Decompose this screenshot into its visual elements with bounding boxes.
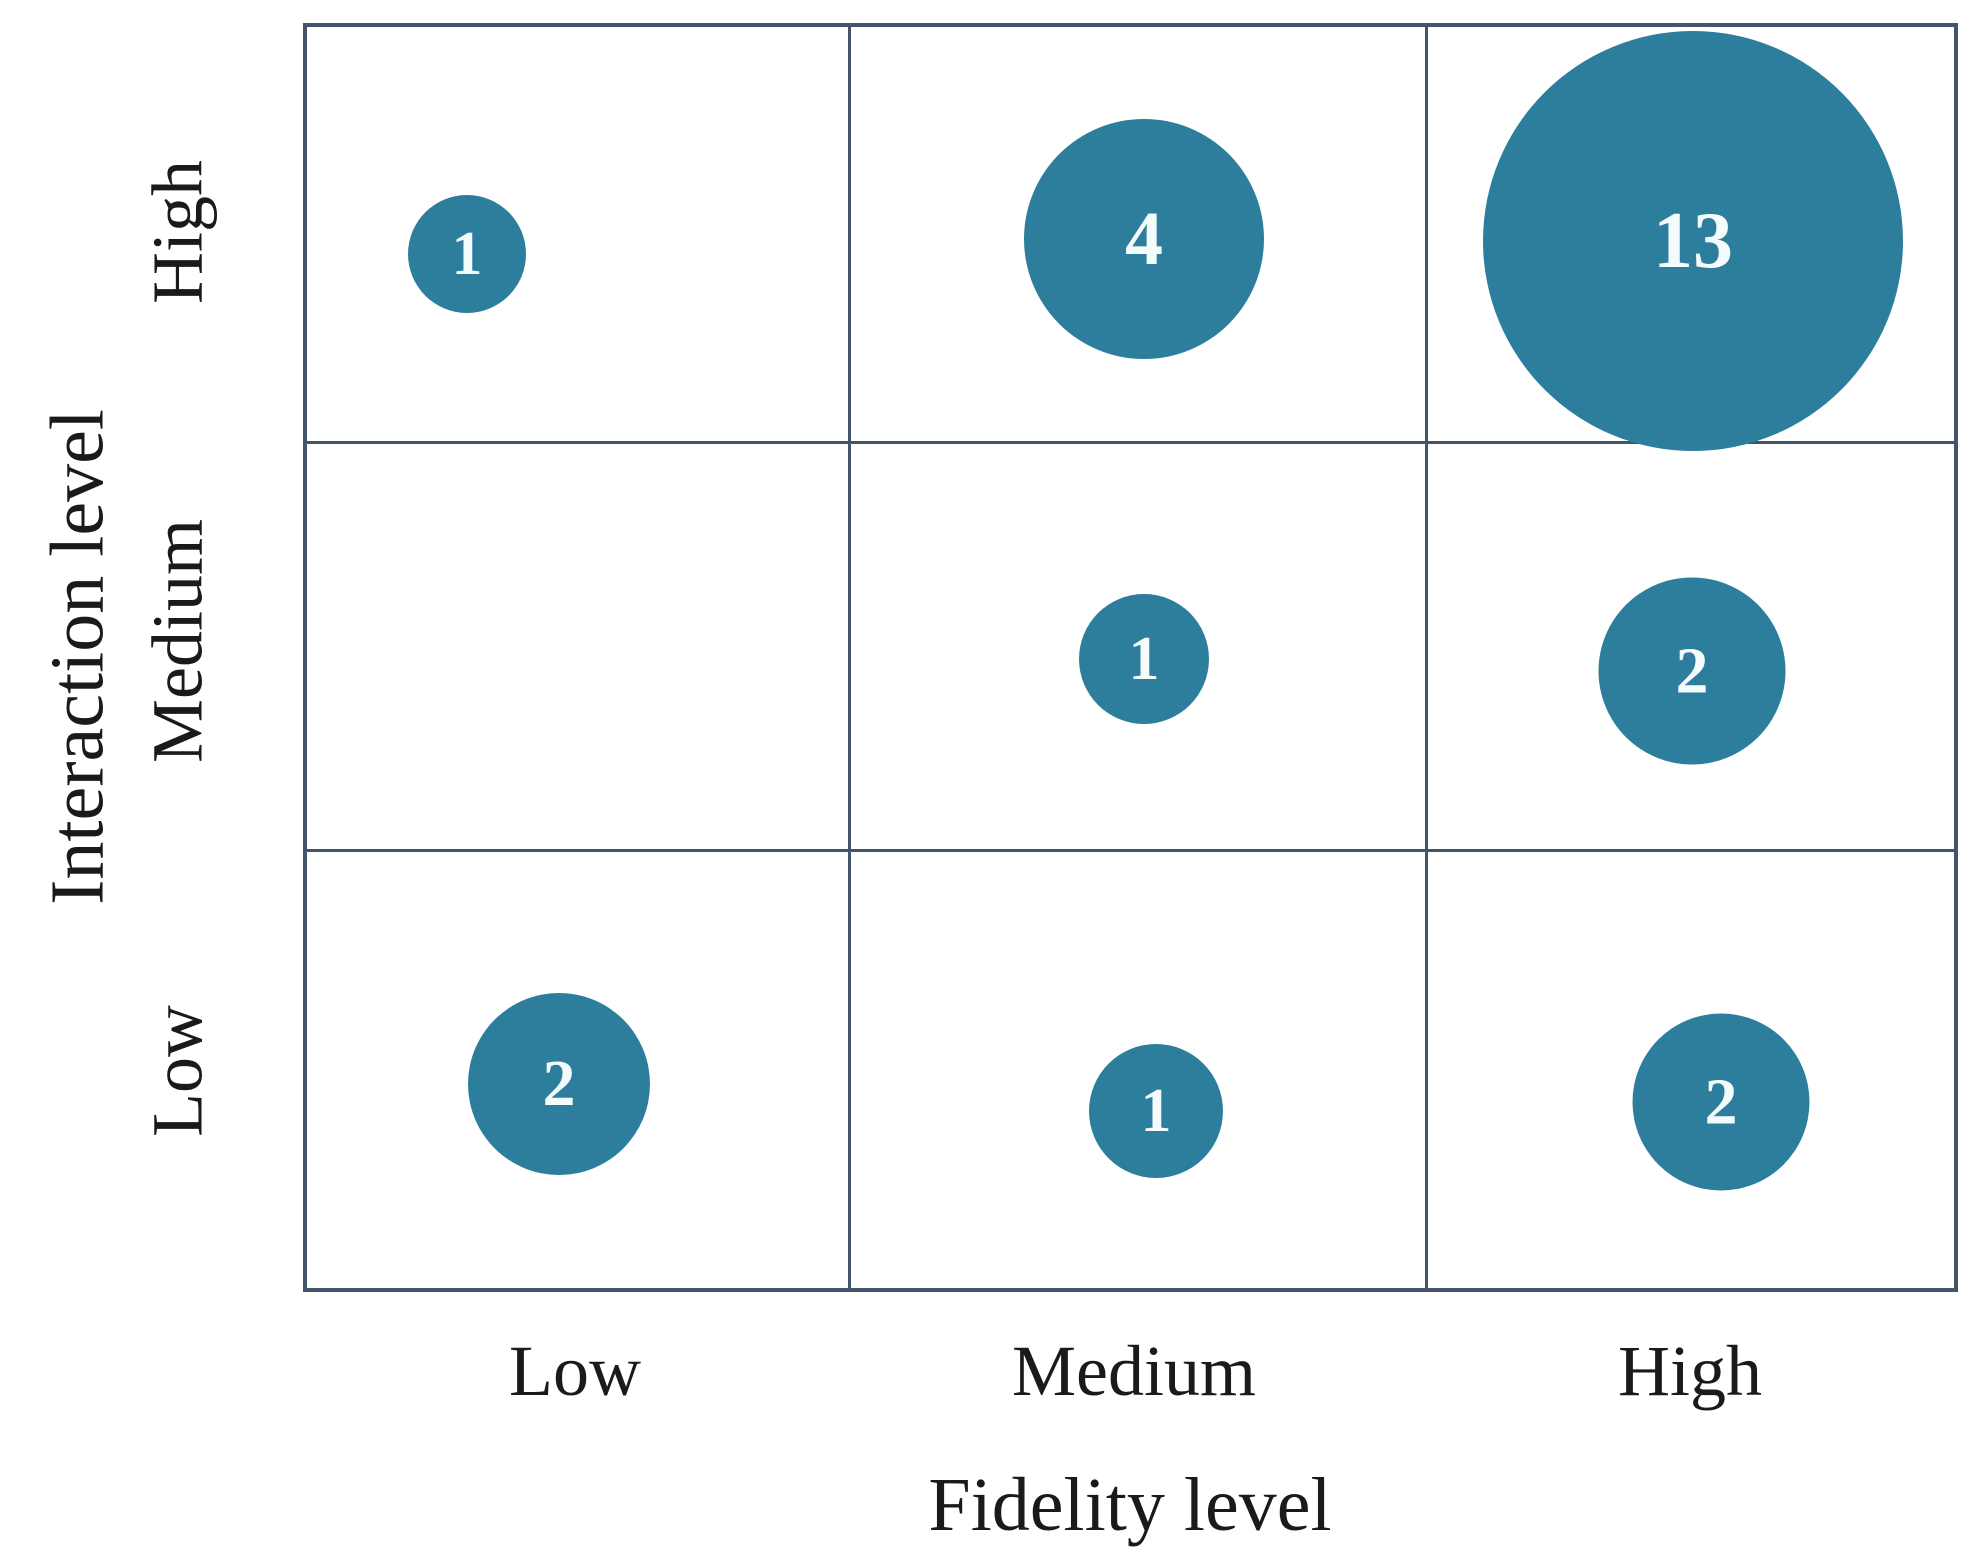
grid-horizontal-line-2: [307, 849, 1954, 852]
bubble-count-label: 13: [1653, 197, 1733, 285]
bubble-count-label: 2: [1675, 634, 1709, 707]
bubble-low-low: 2: [468, 993, 650, 1175]
x-tick-medium: Medium: [1012, 1331, 1256, 1411]
bubble-high-low: 2: [1632, 1013, 1810, 1191]
y-axis-title: Interaction level: [35, 409, 120, 905]
bubble-count-label: 1: [1128, 625, 1160, 693]
bubble-count-label: 1: [451, 220, 483, 288]
x-axis-title: Fidelity level: [928, 1463, 1332, 1547]
bubble-medium-high: 4: [1024, 119, 1264, 359]
x-tick-high: High: [1618, 1331, 1762, 1411]
bubble-count-label: 1: [1140, 1077, 1172, 1145]
bubble-medium-medium: 1: [1079, 594, 1209, 724]
bubble-low-high: 1: [408, 195, 526, 313]
bubble-medium-low: 1: [1089, 1044, 1223, 1178]
x-tick-low: Low: [509, 1331, 641, 1411]
grid-horizontal-line-1: [307, 441, 1954, 444]
bubble-count-label: 2: [542, 1047, 576, 1120]
bubble-count-label: 2: [1704, 1065, 1738, 1138]
bubble-high-high: 13: [1483, 31, 1903, 451]
grid-vertical-line-2: [1425, 27, 1428, 1288]
plot-area: 1 4 13 1 2 2 1 2: [303, 23, 1958, 1292]
y-tick-high: High: [137, 160, 218, 304]
y-tick-low: Low: [137, 1005, 218, 1137]
bubble-high-medium: 2: [1598, 577, 1786, 765]
y-tick-medium: Medium: [137, 519, 218, 763]
bubble-count-label: 4: [1125, 197, 1163, 281]
grid-vertical-line-1: [848, 27, 851, 1288]
